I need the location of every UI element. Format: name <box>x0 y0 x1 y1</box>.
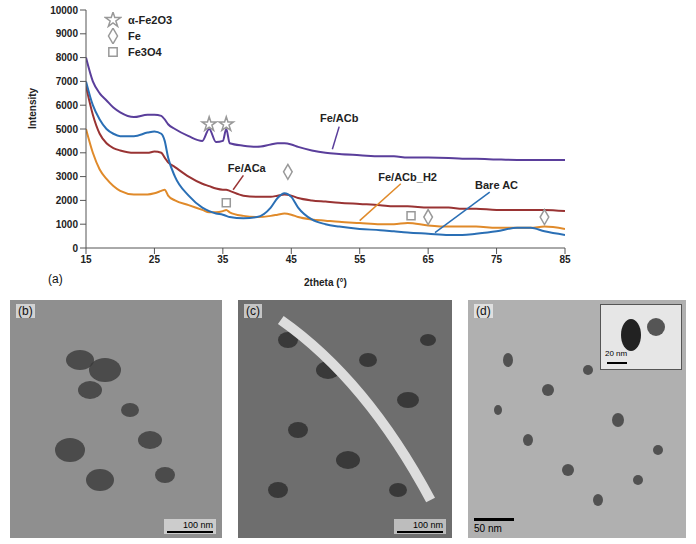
html-text:Fe3O4: Fe3O4 <box>128 46 162 58</box>
html-text:100 nm: 100 nm <box>183 520 213 530</box>
svg-text:75: 75 <box>491 254 503 265</box>
svg-text:4000: 4000 <box>56 147 79 158</box>
svg-text:25: 25 <box>149 254 161 265</box>
svg-text:7000: 7000 <box>56 76 79 87</box>
svg-text:10000: 10000 <box>50 5 78 16</box>
html-text:α-Fe2O3: α-Fe2O3 <box>128 14 173 26</box>
svg-text:Bare AC: Bare AC <box>475 179 518 191</box>
svg-text:1000: 1000 <box>56 219 79 230</box>
svg-text:2theta (°): 2theta (°) <box>304 277 347 288</box>
svg-text:35: 35 <box>217 254 229 265</box>
svg-text:9000: 9000 <box>56 28 79 39</box>
svg-text:5000: 5000 <box>56 124 79 135</box>
html-text:20 nm: 20 nm <box>605 349 628 358</box>
svg-text:65: 65 <box>423 254 435 265</box>
svg-text:85: 85 <box>559 254 571 265</box>
svg-text:55: 55 <box>354 254 366 265</box>
svg-text:Intensity: Intensity <box>27 87 38 129</box>
html-text:100 nm: 100 nm <box>413 520 443 530</box>
svg-text:6000: 6000 <box>56 100 79 111</box>
svg-text:8000: 8000 <box>56 52 79 63</box>
svg-text:15: 15 <box>80 254 92 265</box>
svg-text:2000: 2000 <box>56 195 79 206</box>
svg-text:45: 45 <box>286 254 298 265</box>
html-text:(c): (c) <box>246 304 260 318</box>
svg-text:3000: 3000 <box>56 171 79 182</box>
html-text:(d): (d) <box>476 304 491 318</box>
svg-text:0: 0 <box>72 243 78 254</box>
html-text:Fe: Fe <box>128 30 141 42</box>
svg-text:Fe/ACa: Fe/ACa <box>228 162 267 174</box>
html-text:(b): (b) <box>18 304 33 318</box>
html-text:(a): (a) <box>48 272 63 286</box>
html-text:50 nm: 50 nm <box>474 523 502 534</box>
svg-text:Fe/ACb_H2: Fe/ACb_H2 <box>378 171 437 183</box>
svg-text:Fe/ACb: Fe/ACb <box>320 112 359 124</box>
